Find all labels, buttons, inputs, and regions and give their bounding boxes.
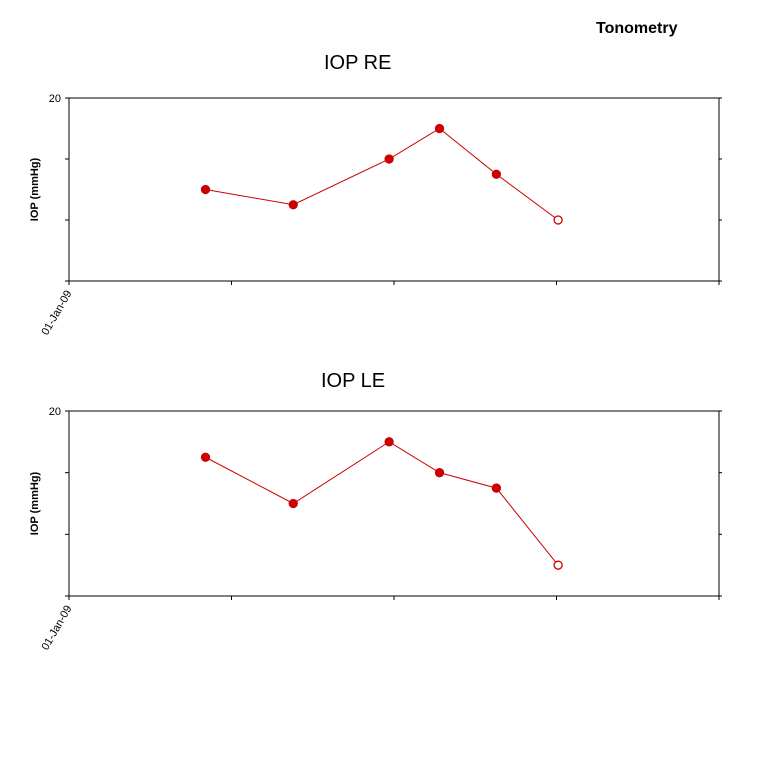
data-point [491, 169, 502, 179]
data-point [434, 123, 445, 134]
chart-title-le: IOP LE [321, 370, 386, 392]
data-point [200, 184, 211, 195]
data-point [553, 215, 563, 225]
chart-title-re: IOP RE [324, 52, 392, 74]
data-point [384, 154, 394, 164]
plot-frame [68, 97, 720, 282]
series-line [205, 127, 559, 221]
x-tick-label: 01-Jan-09 [39, 289, 74, 338]
y-tick-label: 20 [49, 93, 61, 105]
page-title: Tonometry [596, 20, 678, 37]
data-point [288, 200, 298, 210]
y-axis-label: IOP (mmHg) [29, 157, 41, 221]
